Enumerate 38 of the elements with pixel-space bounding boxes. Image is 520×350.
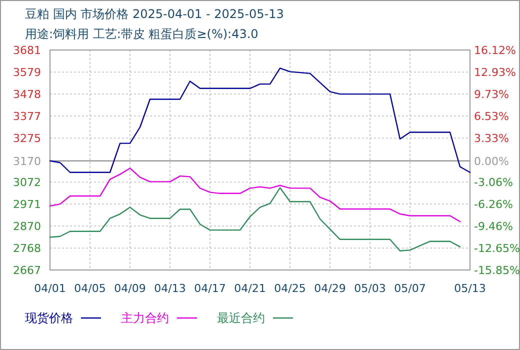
y-tick-label: 2870 bbox=[13, 220, 41, 233]
y2-tick-label: -6.26% bbox=[474, 198, 513, 212]
x-tick-label: 04/25 bbox=[274, 282, 306, 295]
x-tick-label: 04/29 bbox=[314, 282, 346, 295]
y-tick-label: 3681 bbox=[13, 44, 41, 57]
y-tick-label: 2768 bbox=[13, 242, 41, 256]
y2-tick-label: -12.65% bbox=[474, 242, 520, 255]
y-tick-label: 3579 bbox=[13, 66, 41, 80]
x-tick-label: 05/03 bbox=[354, 282, 386, 295]
y-tick-label: 2667 bbox=[13, 264, 41, 277]
x-tick-label: 04/05 bbox=[74, 282, 106, 295]
legend-label: 现货价格 bbox=[25, 311, 73, 325]
x-tick-label: 04/17 bbox=[194, 282, 226, 295]
chart-subtitle: 用途:饲料用 工艺:带皮 粗蛋白质≥(%):43.0 bbox=[25, 27, 258, 41]
x-tick-label: 05/13 bbox=[454, 282, 486, 295]
x-tick-label: 04/21 bbox=[234, 282, 266, 295]
y2-tick-label: 6.53% bbox=[474, 110, 509, 123]
y-tick-label: 3275 bbox=[13, 132, 41, 146]
x-tick-label: 04/09 bbox=[114, 282, 146, 295]
y2-tick-label: -9.46% bbox=[474, 220, 513, 234]
y2-tick-label: 9.73% bbox=[474, 88, 509, 101]
y-tick-label: 3377 bbox=[13, 110, 41, 123]
x-tick-label: 04/13 bbox=[154, 282, 186, 295]
chart-title: 豆粕 国内 市场价格 2025-04-01 - 2025-05-13 bbox=[25, 7, 284, 21]
x-tick-label: 04/01 bbox=[34, 282, 66, 295]
y-tick-label: 3072 bbox=[13, 176, 41, 190]
y2-tick-label: 0.00% bbox=[474, 154, 509, 168]
x-tick-label: 05/07 bbox=[394, 282, 426, 295]
y-tick-label: 2971 bbox=[13, 198, 41, 212]
legend-label: 最近合约 bbox=[217, 311, 265, 325]
y-tick-label: 3478 bbox=[13, 88, 41, 102]
legend-label: 主力合约 bbox=[121, 311, 169, 325]
y2-tick-label: -3.06% bbox=[474, 176, 513, 189]
y2-tick-label: 3.33% bbox=[474, 132, 509, 146]
y2-tick-label: 16.12% bbox=[474, 44, 516, 57]
y-tick-label: 3170 bbox=[13, 154, 41, 168]
y2-tick-label: -15.85% bbox=[474, 264, 520, 277]
y2-tick-label: 12.93% bbox=[474, 66, 516, 79]
